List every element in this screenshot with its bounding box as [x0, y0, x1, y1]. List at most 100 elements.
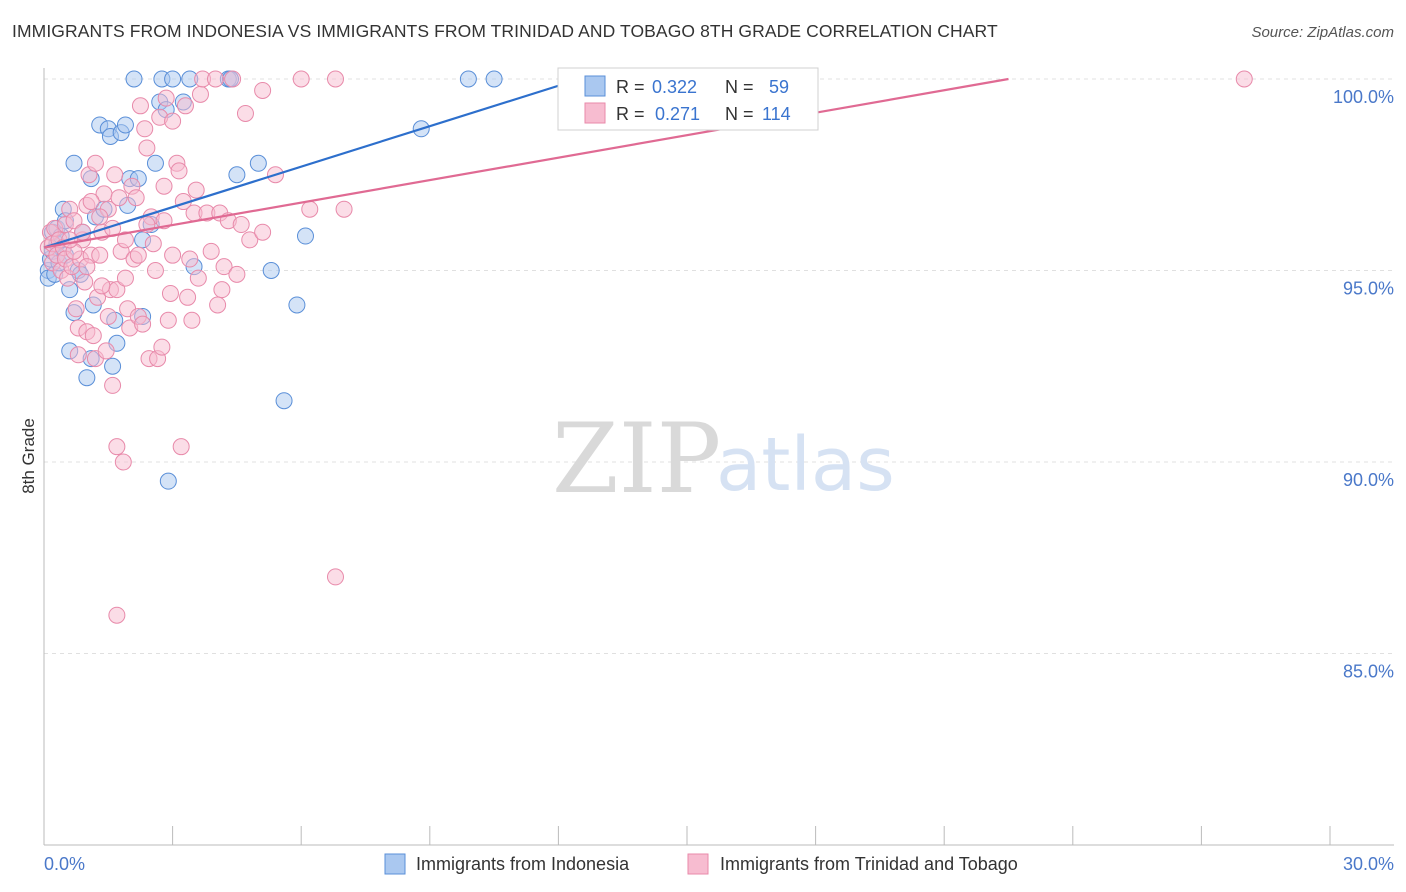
data-point	[170, 162, 188, 180]
data-point	[134, 315, 152, 333]
series-indonesia-points	[39, 70, 503, 490]
data-point	[189, 269, 207, 287]
legend-n-value-blue: 59	[769, 77, 789, 97]
data-point	[127, 189, 145, 207]
data-point	[485, 70, 503, 88]
data-point	[136, 120, 154, 138]
legend-swatch-pink	[584, 102, 606, 124]
data-point	[326, 70, 344, 88]
data-point	[116, 231, 134, 249]
data-point	[209, 296, 227, 314]
legend-r-label-pink: R =	[616, 104, 650, 124]
stats-legend: R = 0.322 N = 59 R = 0.271 N = 114	[557, 67, 819, 131]
axes	[43, 68, 1394, 846]
data-point	[241, 231, 259, 249]
data-point	[161, 284, 179, 302]
data-point	[144, 235, 162, 253]
data-point	[91, 246, 109, 264]
data-point	[159, 472, 177, 490]
series-legend-swatch-indonesia	[384, 853, 406, 875]
data-point	[110, 189, 128, 207]
data-point	[459, 70, 477, 88]
data-point	[254, 223, 272, 241]
trend-line-pink	[43, 77, 1009, 249]
data-point	[262, 262, 280, 279]
chart-source: Source: ZipAtlas.com	[1251, 24, 1394, 41]
data-point	[104, 357, 122, 375]
data-point	[108, 438, 126, 456]
data-point	[236, 104, 254, 122]
data-point	[296, 227, 314, 245]
data-point	[301, 200, 319, 218]
data-point	[187, 181, 205, 199]
data-point	[78, 369, 96, 387]
data-point	[65, 212, 83, 230]
data-point	[78, 258, 96, 276]
x-tick-label: 0.0%	[44, 854, 85, 874]
legend-swatch-blue	[584, 75, 606, 97]
y-tick-label: 100.0%	[1333, 87, 1394, 107]
data-point	[292, 70, 310, 88]
data-point	[228, 265, 246, 283]
data-point	[213, 281, 231, 299]
y-axis-label: 8th Grade	[19, 418, 38, 494]
data-point	[1235, 70, 1253, 88]
data-point	[82, 193, 100, 211]
data-point	[288, 296, 306, 314]
data-point	[155, 177, 173, 195]
data-point	[206, 70, 224, 88]
data-point	[179, 288, 197, 306]
data-point	[106, 166, 124, 184]
chart-title: IMMIGRANTS FROM INDONESIA VS IMMIGRANTS …	[12, 21, 998, 41]
data-point	[232, 216, 250, 234]
data-point	[86, 154, 104, 172]
series-legend-trinidad: Immigrants from Trinidad and Tobago	[720, 854, 1018, 874]
data-point	[164, 70, 182, 88]
series-legend-indonesia: Immigrants from Indonesia	[416, 854, 630, 874]
data-point	[138, 139, 156, 157]
data-point	[176, 97, 194, 115]
data-point	[159, 311, 177, 329]
data-point	[114, 453, 132, 471]
data-point	[146, 262, 164, 279]
y-tick-labels: 100.0% 95.0% 90.0% 85.0%	[1333, 87, 1394, 682]
series-legend-swatch-trinidad	[687, 853, 709, 875]
data-point	[69, 346, 87, 364]
data-point	[97, 342, 115, 360]
data-point	[191, 85, 209, 103]
grid-lines	[44, 78, 1394, 654]
x-tick-label: 30.0%	[1343, 854, 1394, 874]
legend-n-value-pink: 114	[762, 104, 791, 124]
data-point	[153, 338, 171, 356]
data-point	[93, 277, 111, 295]
y-tick-label: 85.0%	[1343, 662, 1394, 682]
series-trinidad-points	[39, 70, 1253, 624]
data-point	[183, 311, 201, 329]
data-point	[181, 250, 199, 268]
series-legend: Immigrants from Indonesia Immigrants fro…	[384, 853, 1018, 875]
data-point	[202, 242, 220, 260]
watermark-zip: ZIP	[552, 403, 721, 515]
x-tick-labels: 0.0% 30.0%	[44, 854, 1394, 874]
data-point	[164, 112, 182, 130]
data-point	[116, 269, 134, 287]
data-point	[67, 300, 85, 318]
data-point	[215, 258, 233, 276]
y-tick-label: 90.0%	[1343, 470, 1394, 490]
trend-line-blue	[43, 77, 581, 249]
data-point	[335, 200, 353, 218]
data-point	[99, 307, 117, 325]
data-point	[131, 97, 149, 115]
data-point	[76, 273, 94, 291]
watermark-atlas: atlas	[716, 422, 895, 508]
data-point	[116, 116, 134, 134]
data-point	[157, 89, 175, 107]
data-point	[84, 327, 102, 345]
data-point	[275, 392, 293, 410]
data-point	[108, 606, 126, 624]
legend-n-label-blue: N =	[725, 77, 759, 97]
data-point	[104, 376, 122, 394]
data-point	[125, 70, 143, 88]
data-point	[65, 154, 83, 172]
